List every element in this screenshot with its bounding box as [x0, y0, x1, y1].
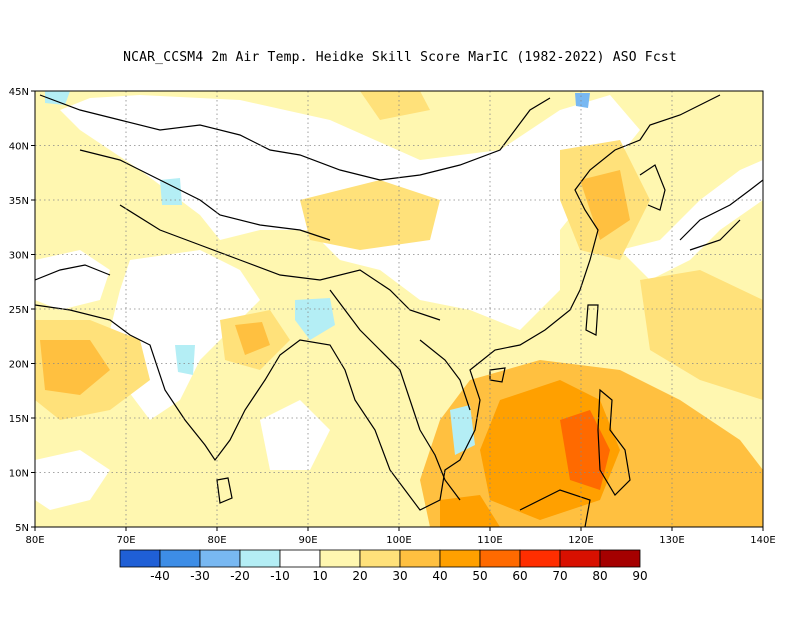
- lon-tick-label: 130E: [659, 535, 684, 546]
- colorbar-label: 10: [312, 569, 327, 583]
- lon-tick-label: 110E: [477, 535, 502, 546]
- lat-tick-label: 35N: [9, 196, 29, 207]
- colorbar-swatch: [199, 549, 241, 568]
- colorbar-swatch: [359, 549, 401, 568]
- border-korea: [639, 164, 666, 211]
- coast-japan: [679, 179, 763, 241]
- colorbar-label: 50: [472, 569, 487, 583]
- field-lightblue-india: [175, 345, 195, 375]
- coast-hainan: [489, 367, 506, 383]
- lat-tick-label: 20N: [9, 360, 29, 371]
- lat-tick-label: 45N: [9, 87, 29, 98]
- field-white-south: [35, 450, 110, 510]
- colorbar-label: 70: [552, 569, 567, 583]
- map-title: NCAR_CCSM4 2m Air Temp. Heidke Skill Sco…: [123, 50, 677, 65]
- lon-tick-label: 80E: [207, 535, 226, 546]
- field-white-bob: [260, 400, 330, 470]
- colorbar-label: -10: [270, 569, 290, 583]
- lat-tick-label: 25N: [9, 305, 29, 316]
- colorbar-label: -20: [230, 569, 250, 583]
- colorbar-label: 80: [592, 569, 607, 583]
- colorbar-swatch: [519, 549, 561, 568]
- lon-tick-label: 90E: [298, 535, 317, 546]
- coast-india: [35, 94, 721, 511]
- lon-tick-label: 120E: [568, 535, 593, 546]
- border-north: [39, 94, 551, 181]
- field-white-ne: [620, 160, 763, 280]
- coast-taiwan: [585, 304, 599, 336]
- colorbar-swatch: [279, 549, 321, 568]
- shaded-field: [35, 91, 763, 527]
- border-myanmar: [329, 289, 421, 431]
- lon-tick-label: 100E: [386, 535, 411, 546]
- lon-tick-label: 80E: [25, 535, 44, 546]
- gridlines: [35, 91, 763, 527]
- colorbar: -40 -30 -20 -10 10 20 30 40 50 60 70 80 90: [119, 549, 648, 583]
- lat-tick-label: 10N: [9, 469, 29, 480]
- lat-tick-label: 15N: [9, 414, 29, 425]
- field-orange-java: [440, 495, 500, 527]
- colorbar-label: 40: [432, 569, 447, 583]
- field-yellow-north: [360, 91, 430, 120]
- field-yellow-central: [300, 180, 440, 250]
- colorbar-label: 30: [392, 569, 407, 583]
- colorbar-label: 90: [632, 569, 647, 583]
- lon-tick-label: 140E: [750, 535, 775, 546]
- colorbar-label: 20: [352, 569, 367, 583]
- colorbar-label: 60: [512, 569, 527, 583]
- coast-borneo: [519, 489, 591, 527]
- colorbar-swatch: [319, 549, 361, 568]
- lat-tick-label: 5N: [15, 523, 29, 534]
- field-blue-top: [575, 93, 590, 108]
- lat-tick-label: 30N: [9, 251, 29, 262]
- colorbar-swatch: [239, 549, 281, 568]
- colorbar-swatch: [119, 549, 161, 568]
- coast-phil: [597, 388, 631, 496]
- lon-tick-label: 70E: [116, 535, 135, 546]
- colorbar-swatch: [559, 549, 601, 568]
- colorbar-label: -30: [190, 569, 210, 583]
- coast-japan2: [689, 219, 741, 251]
- axis-ticks: 80E 70E 80E 90E 100E 110E 120E 130E 140E 45N 40N 35…: [9, 87, 776, 546]
- field-orange-ne: [580, 170, 630, 240]
- colorbar-swatch: [599, 549, 641, 568]
- field-lightblue-top: [45, 91, 70, 105]
- field-white-west: [35, 250, 110, 310]
- field-orange-india: [235, 322, 270, 355]
- colorbar-swatch: [439, 549, 481, 568]
- field-yellow-pacific: [640, 270, 763, 400]
- coast-srilanka: [216, 477, 233, 504]
- border-tibet: [79, 149, 331, 241]
- lat-tick-label: 40N: [9, 142, 29, 153]
- colorbar-swatch: [399, 549, 441, 568]
- colorbar-swatch: [159, 549, 201, 568]
- coast-gulf: [35, 264, 111, 281]
- border-indochina: [419, 339, 471, 411]
- field-orange-arabian: [40, 340, 110, 395]
- coastlines: [35, 94, 763, 527]
- field-lightblue-bangladesh: [295, 298, 335, 340]
- border-himalaya: [119, 204, 441, 321]
- field-lightblue-north: [160, 178, 182, 205]
- colorbar-label: -40: [150, 569, 170, 583]
- coast-malay: [419, 429, 461, 501]
- colorbar-swatch: [479, 549, 521, 568]
